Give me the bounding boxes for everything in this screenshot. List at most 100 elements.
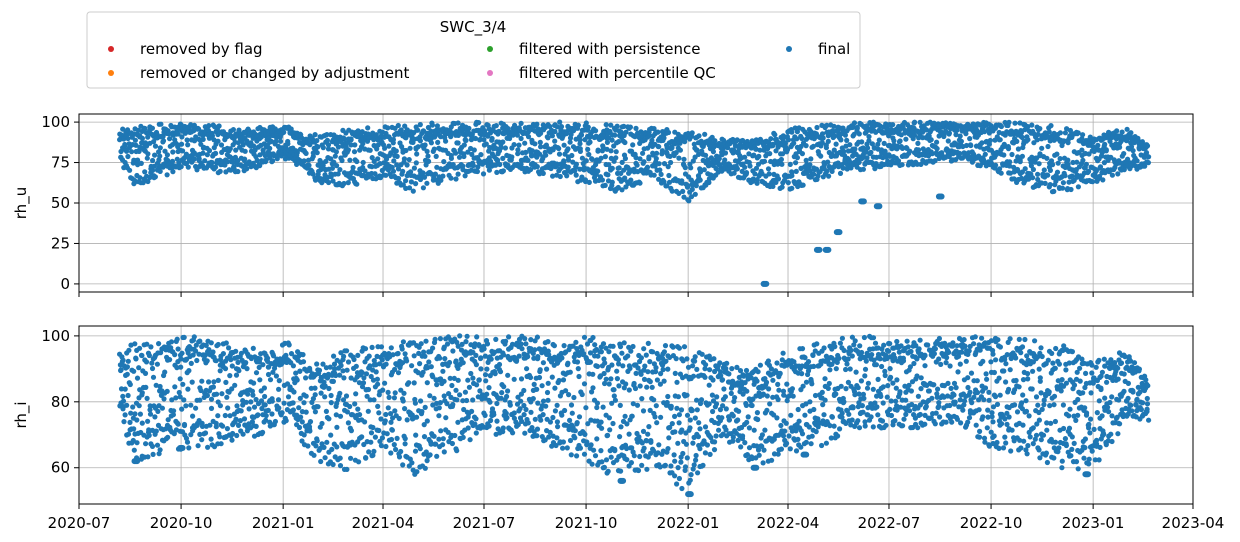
data-point [337,413,344,419]
data-point [233,372,240,378]
data-point [465,377,471,383]
data-point [500,168,506,174]
data-point [139,420,145,426]
data-point [223,340,229,346]
data-point [912,119,918,125]
data-point [129,149,135,155]
data-point [172,384,178,390]
data-point [411,353,417,359]
data-point [625,353,631,359]
data-point [645,369,651,375]
data-point [206,379,212,385]
data-point [296,424,303,431]
data-point [223,379,229,385]
data-point [455,140,461,146]
data-point [363,455,369,461]
data-point [518,341,524,347]
data-point [434,123,440,129]
data-point [496,128,502,134]
data-point [793,168,799,174]
data-point [561,142,567,148]
data-point [319,180,325,186]
data-point [170,169,176,175]
data-point [587,359,594,365]
data-point [343,393,350,399]
data-point [179,406,185,412]
outlier-point [876,203,883,210]
data-point [524,157,530,163]
data-point [584,439,590,445]
data-point [395,122,401,129]
data-point [585,124,591,130]
data-point [775,176,782,182]
data-point [689,130,695,136]
data-point [283,418,289,424]
data-point [511,376,517,382]
data-point [672,429,678,435]
data-point [138,160,144,166]
data-point [946,130,953,136]
data-point [546,434,552,440]
data-point [398,448,404,455]
data-point [679,178,685,184]
data-point [545,348,551,354]
data-point [505,372,511,378]
data-point [352,401,358,407]
data-point [376,427,382,434]
data-point [326,385,332,392]
data-point [125,358,131,364]
data-point [132,137,138,143]
data-point [431,433,437,439]
data-point [360,380,367,386]
data-point [432,336,438,342]
data-point [1006,159,1013,165]
data-point [602,360,608,366]
data-point [713,433,719,439]
data-point [354,181,360,187]
data-point [590,385,596,391]
data-point [235,168,241,175]
data-point [856,131,862,137]
data-point [154,442,161,448]
data-point [486,385,492,391]
data-point [679,485,685,492]
data-point [267,145,273,151]
data-point [791,140,797,146]
data-point [637,453,643,460]
data-point [486,167,492,173]
data-point [391,395,397,401]
data-point [216,123,222,129]
data-point [438,177,444,183]
data-point [143,384,149,390]
data-point [331,353,337,359]
data-point [612,132,618,138]
data-point [589,461,595,467]
data-point [941,133,947,140]
data-point [998,170,1004,176]
legend-marker-final [786,46,792,52]
outlier-point [816,246,823,253]
data-point [204,358,210,364]
data-point [616,139,622,145]
data-point [279,410,285,416]
data-point [600,404,606,410]
data-point [314,438,320,444]
data-point [395,166,402,172]
data-point [368,439,374,445]
data-point [808,156,814,162]
data-point [202,158,208,164]
data-point [606,381,612,387]
data-point [628,460,635,466]
data-point [453,176,459,182]
data-point [418,341,424,347]
data-point [351,356,357,363]
data-point [452,432,458,439]
data-point [639,462,645,468]
data-point [684,392,690,398]
data-point [340,135,347,141]
data-point [499,390,505,396]
data-point [431,146,437,152]
data-point [263,413,269,419]
data-point [680,450,686,457]
